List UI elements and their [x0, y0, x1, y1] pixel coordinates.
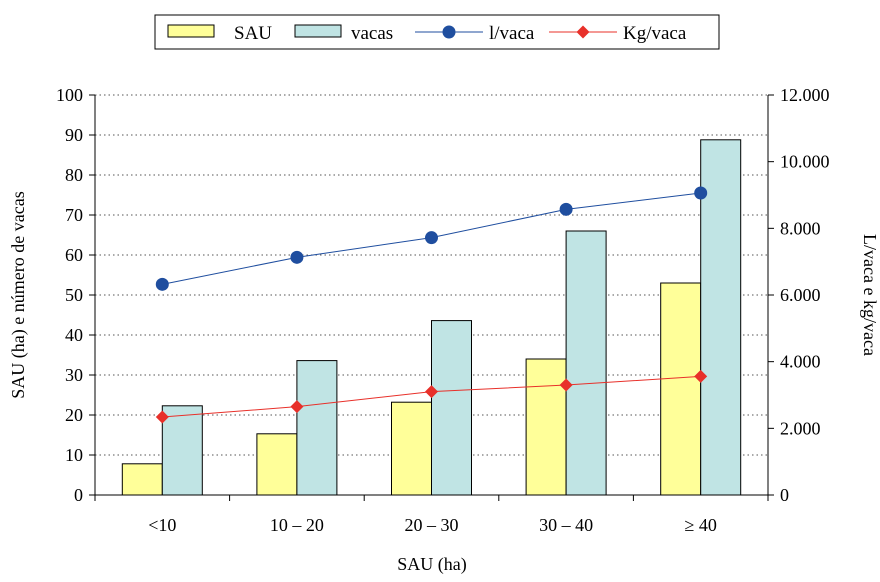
- y2-tick-label: 2.000: [780, 418, 821, 438]
- y2-tick-label: 12.000: [780, 85, 830, 105]
- bars: [122, 140, 740, 495]
- x-tick-label: 10 – 20: [270, 515, 324, 535]
- bar-sau-3: [526, 359, 566, 495]
- legend: SAU vacas l/vaca Kg/vaca: [155, 15, 719, 49]
- legend-marker-l-vaca: [443, 26, 456, 39]
- x-tick-label: <10: [148, 515, 176, 535]
- y2-tick-label: 10.000: [780, 152, 830, 172]
- point-l-vaca-3: [560, 203, 573, 216]
- x-tick-label: 20 – 30: [405, 515, 459, 535]
- point-l-vaca-4: [694, 187, 707, 200]
- x-tick-label: ≥ 40: [685, 515, 717, 535]
- y2-tick-label: 4.000: [780, 352, 821, 372]
- point-l-vaca-0: [156, 278, 169, 291]
- bar-sau-2: [392, 402, 432, 495]
- y2-tick-label: 8.000: [780, 218, 821, 238]
- y-tick-label: 40: [65, 325, 83, 345]
- y2-tick-label: 6.000: [780, 285, 821, 305]
- bar-sau-1: [257, 434, 297, 495]
- legend-label-kg-vaca: Kg/vaca: [623, 23, 687, 44]
- legend-label-l-vaca: l/vaca: [489, 23, 535, 44]
- y-tick-label: 90: [65, 125, 83, 145]
- bar-sau-0: [122, 464, 162, 495]
- y-tick-label: 0: [74, 485, 83, 505]
- y-axis-title: SAU (ha) e número de vacas: [8, 191, 29, 398]
- y-tick-label: 70: [65, 205, 83, 225]
- y-tick-label: 60: [65, 245, 83, 265]
- y-tick-label: 50: [65, 285, 83, 305]
- y-tick-label: 20: [65, 405, 83, 425]
- legend-swatch-vacas: [295, 25, 341, 37]
- bar-sau-4: [661, 283, 701, 495]
- bar-vacas-0: [162, 406, 202, 495]
- x-axis-title: SAU (ha): [397, 554, 467, 575]
- y-tick-label: 30: [65, 365, 83, 385]
- legend-swatch-sau: [168, 25, 214, 37]
- legend-label-sau: SAU: [234, 23, 272, 44]
- point-l-vaca-1: [290, 251, 303, 264]
- y2-tick-label: 0: [780, 485, 789, 505]
- bar-vacas-3: [566, 231, 606, 495]
- line-series: [156, 187, 707, 424]
- point-l-vaca-2: [425, 231, 438, 244]
- y2-axis-title: L/vaca e kg/vaca: [860, 234, 880, 356]
- legend-label-vacas: vacas: [351, 23, 393, 44]
- x-tick-label: 30 – 40: [539, 515, 593, 535]
- y-tick-label: 10: [65, 445, 83, 465]
- bar-vacas-1: [297, 361, 337, 495]
- bar-vacas-2: [432, 321, 472, 495]
- y-tick-label: 80: [65, 165, 83, 185]
- y-tick-label: 100: [56, 85, 83, 105]
